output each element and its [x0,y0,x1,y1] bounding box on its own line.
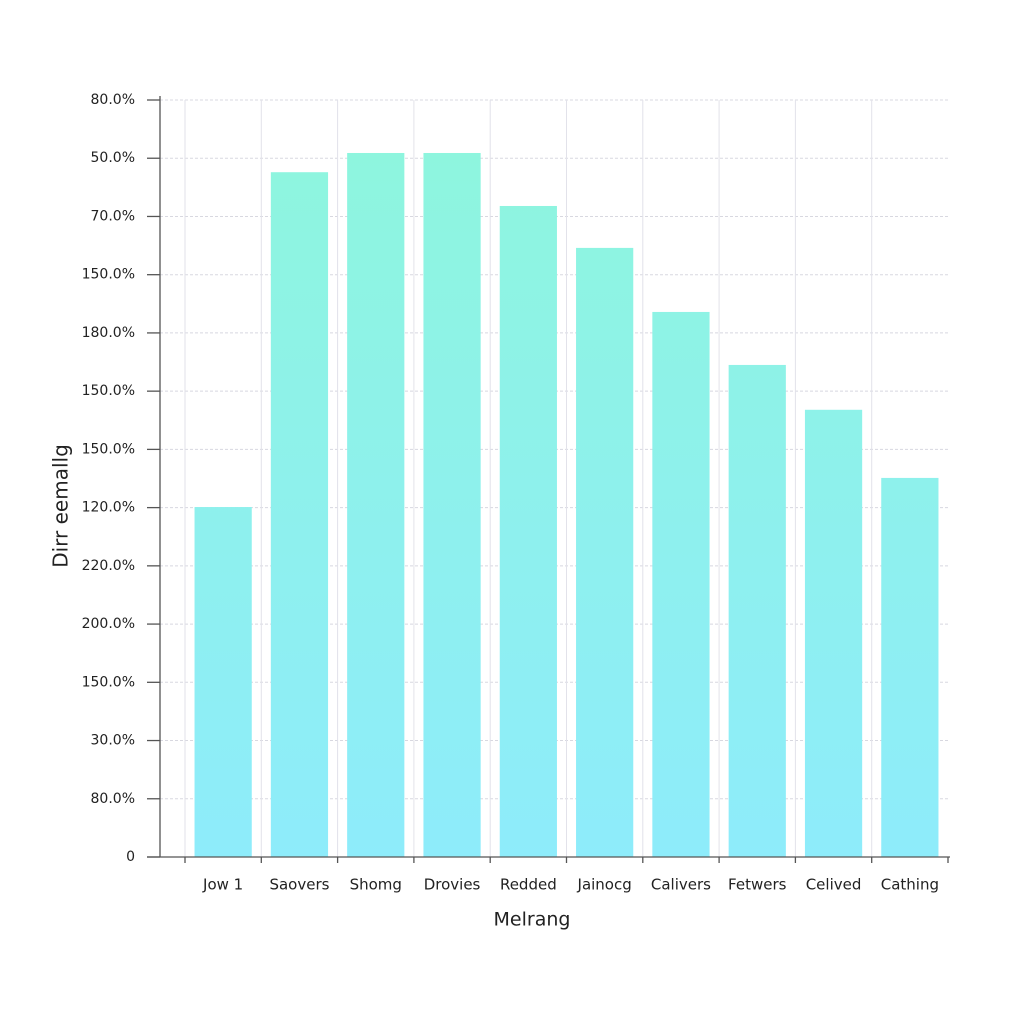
y-tick-label: 150.0% [82,383,135,399]
y-tick-label: 0 [126,849,135,865]
y-axis-label: Dirr eemallg [49,444,73,568]
bars [194,152,939,858]
bar [652,311,710,858]
x-tick-label: Shomg [350,876,402,894]
y-tick-label: 70.0% [91,208,135,224]
bar [804,409,863,857]
bar [499,205,557,858]
y-tick-label: 120.0% [82,500,135,516]
x-tick-label: Cathing [881,876,939,894]
y-tick-label: 150.0% [82,441,135,457]
bar [576,247,634,858]
x-tick-label: Drovies [424,876,481,894]
x-tick-label: Redded [500,876,557,894]
y-tick-label: 220.0% [82,558,135,574]
y-tick-label: 180.0% [82,325,135,341]
y-tick-label: 80.0% [91,791,135,807]
x-tick-label: Jow 1 [202,876,243,894]
y-tick-label: 150.0% [82,267,135,283]
bar [347,152,405,858]
bar [881,477,939,857]
y-tick-label: 200.0% [82,616,135,632]
x-tick-label: Celived [806,876,862,894]
x-tick-label: Fetwers [728,876,787,894]
y-tick-label: 50.0% [91,150,135,166]
bar [270,172,329,857]
x-tick-label: Jainocg [577,876,632,894]
x-tick-label: Saovers [269,876,329,894]
y-tick-label: 30.0% [91,733,135,749]
x-axis-label: Melrang [494,909,571,931]
x-tick-label: Calivers [651,876,711,894]
bar [194,507,252,857]
bar [423,152,481,858]
bar [728,364,786,857]
y-tick-label: 150.0% [82,674,135,690]
y-tick-label: 80.0% [91,92,135,108]
